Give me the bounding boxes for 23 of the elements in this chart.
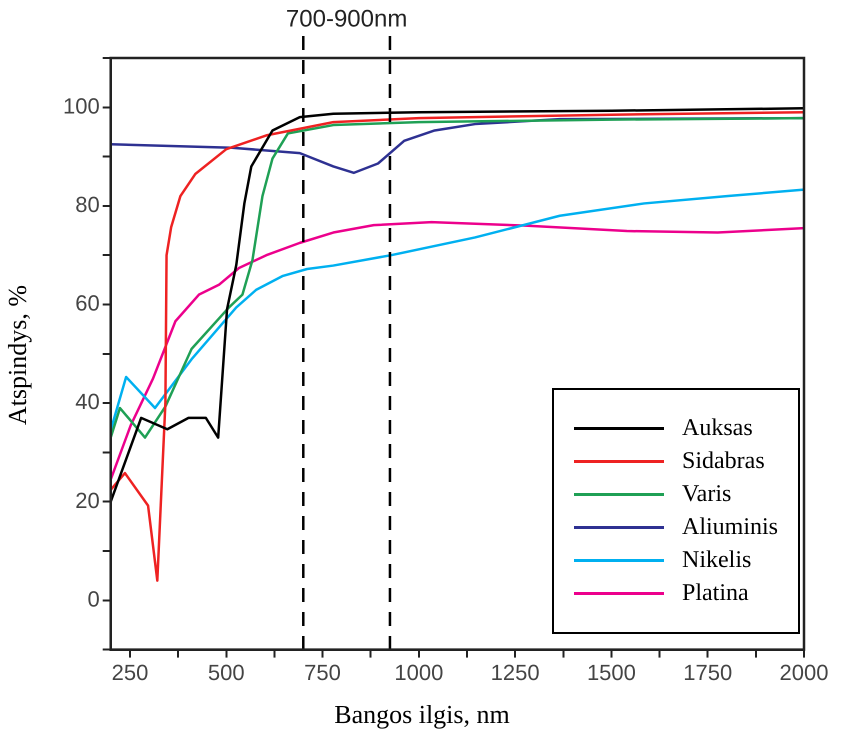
x-tick-label: 1000 xyxy=(394,660,444,685)
x-axis-title: Bangos ilgis, nm xyxy=(333,700,511,730)
y-tick-label: 80 xyxy=(75,192,100,217)
legend-label: Sidabras xyxy=(682,448,765,475)
x-tick-label: 1750 xyxy=(683,660,732,685)
legend-label: Aliuminis xyxy=(682,514,778,541)
x-tick-label: 1250 xyxy=(490,660,540,685)
y-tick-label: 60 xyxy=(75,290,100,316)
text: 700-900nm xyxy=(286,6,408,33)
legend-label: Nikelis xyxy=(682,546,752,574)
legend-label: Auksas xyxy=(682,414,753,442)
x-tick-label: 2000 xyxy=(780,660,828,685)
y-tick-label: 0 xyxy=(87,586,100,612)
y-tick-label: 40 xyxy=(75,389,100,414)
legend-label: Varis xyxy=(682,480,732,508)
y-tick-label: 20 xyxy=(75,488,100,513)
x-tick-label: 250 xyxy=(112,660,148,685)
x-tick-label: 1500 xyxy=(586,660,636,685)
x-tick-label: 500 xyxy=(208,660,245,685)
legend-label: Platina xyxy=(682,580,749,607)
y-axis-title: Atspindys, % xyxy=(3,284,33,428)
x-tick-label: 750 xyxy=(304,660,341,685)
y-tick-label: 100 xyxy=(62,93,100,118)
